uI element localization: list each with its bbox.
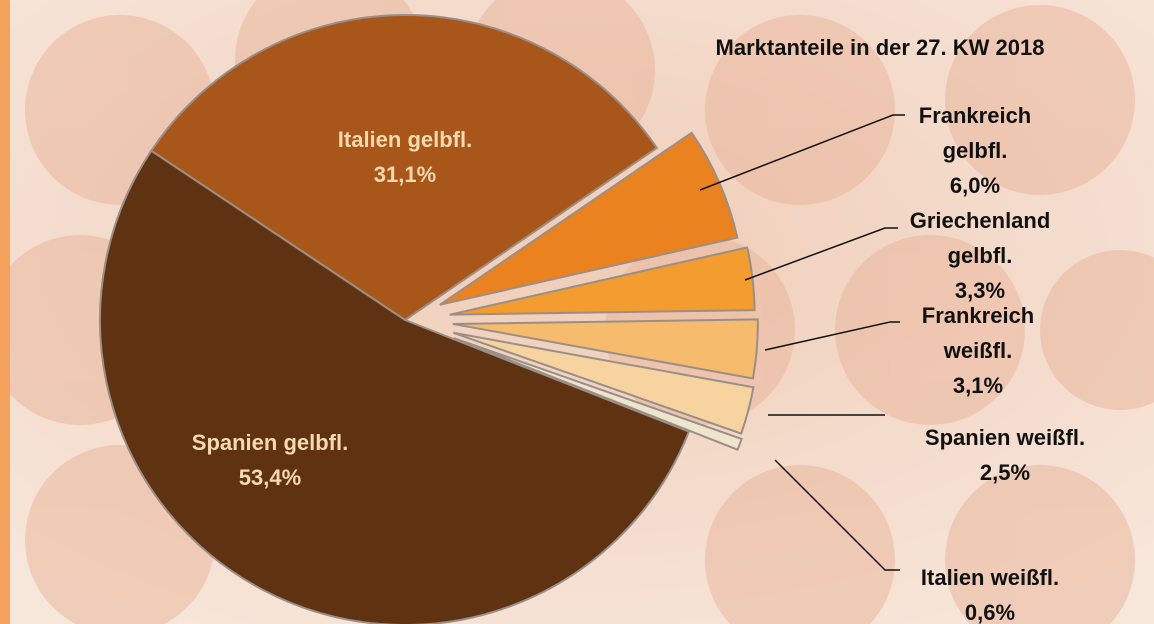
left-border (0, 0, 10, 624)
slice-label: Italien weißfl.0,6% (865, 560, 1115, 624)
category-label: Frankreich gelbfl. (900, 98, 1050, 168)
value-label: 0,6% (865, 595, 1115, 624)
category-label: Griechenland gelbfl. (893, 203, 1068, 273)
category-label: Spanien gelbfl. (140, 425, 400, 460)
value-label: 6,0% (900, 168, 1050, 203)
slice-label: Frankreich gelbfl.6,0% (900, 98, 1050, 203)
slice-label: Italien gelbfl.31,1% (275, 122, 535, 192)
category-label: Frankreich weißfl. (903, 298, 1053, 368)
page: Marktanteile in der 27. KW 2018 Italien … (0, 0, 1154, 624)
category-label: Italien gelbfl. (275, 122, 535, 157)
value-label: 53,4% (140, 460, 400, 495)
value-label: 2,5% (865, 455, 1145, 490)
slice-label: Griechenland gelbfl.3,3% (893, 203, 1068, 308)
slice-label: Frankreich weißfl.3,1% (903, 298, 1053, 403)
category-label: Italien weißfl. (865, 560, 1115, 595)
value-label: 31,1% (275, 157, 535, 192)
slice-label: Spanien weißfl.2,5% (865, 420, 1145, 490)
category-label: Spanien weißfl. (865, 420, 1145, 455)
value-label: 3,1% (903, 368, 1053, 403)
chart-title: Marktanteile in der 27. KW 2018 (630, 30, 1130, 65)
slice-label: Spanien gelbfl.53,4% (140, 425, 400, 495)
